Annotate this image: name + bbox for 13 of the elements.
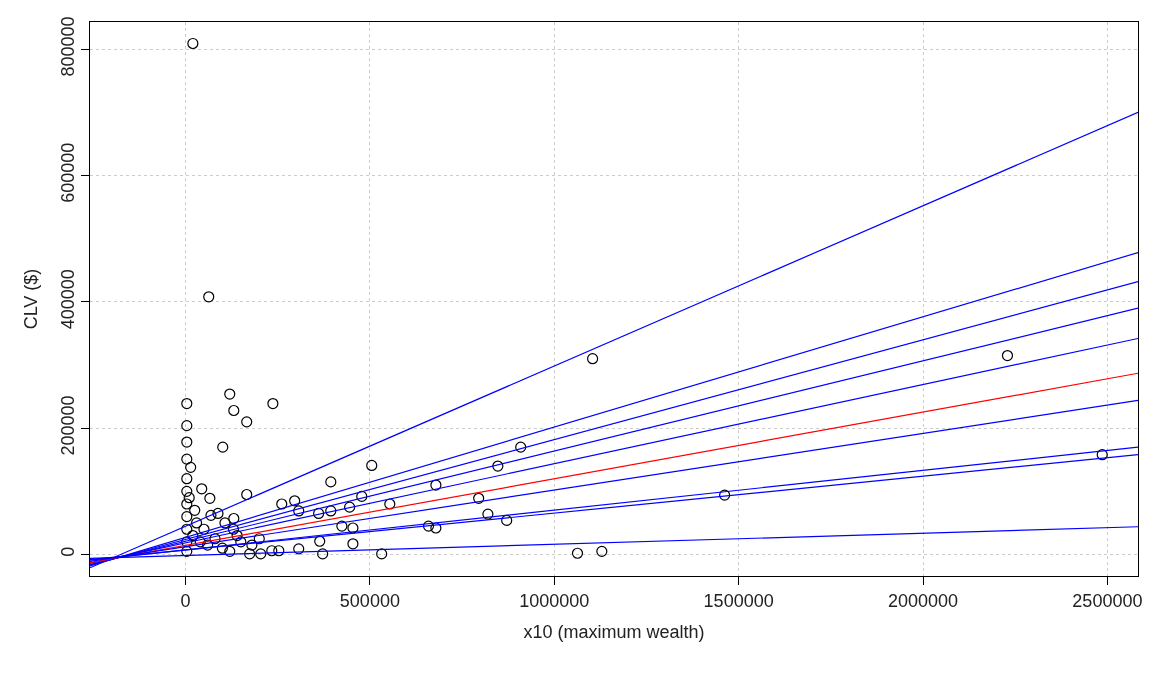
x-tick-label: 1000000 [519,590,590,611]
x-tick-label: 0 [180,590,191,611]
y-tick-label: 800000 [57,16,78,77]
y-tick-label: 0 [57,546,78,557]
y-tick-label: 600000 [57,142,78,203]
x-tick-label: 500000 [339,590,400,611]
x-tick-label: 1500000 [703,590,774,611]
x-axis-title: x10 (maximum wealth) [523,621,705,642]
x-tick-label: 2500000 [1072,590,1143,611]
x-tick-label: 2000000 [887,590,959,611]
y-axis-title: CLV ($) [20,268,41,330]
y-tick-label: 200000 [57,395,78,456]
y-tick-label: 400000 [57,269,78,330]
